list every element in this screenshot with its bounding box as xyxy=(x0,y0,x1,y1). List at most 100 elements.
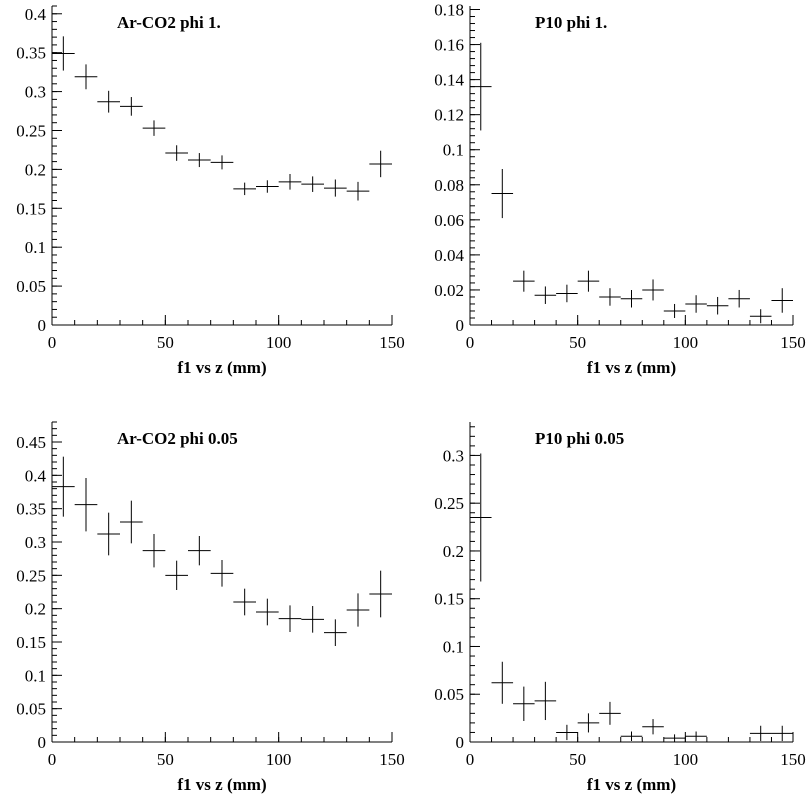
x-tick-label: 50 xyxy=(157,333,174,352)
data-point xyxy=(97,512,120,556)
y-tick-label: 0.05 xyxy=(434,685,464,704)
panel-p10-phi-005: 0 0.05 0.1 0.15 0.2 0.25 0.3 0 50 100 150 f1 vs z (… xyxy=(434,422,806,794)
x-tick-label: 150 xyxy=(379,750,405,769)
x-axis-title: f1 vs z (mm) xyxy=(587,775,676,794)
x-tick-label: 50 xyxy=(569,333,586,352)
y-tick-label: 0 xyxy=(38,733,47,752)
data-point xyxy=(749,725,772,742)
y-tick-label: 0.16 xyxy=(434,36,464,55)
y-tick-label: 0.35 xyxy=(16,500,46,519)
panel-arco2-phi-1: 0 0.05 0.1 0.15 0.2 0.25 0.3 0.35 0.4 0 50 100 150 f1… xyxy=(16,5,405,377)
data-point xyxy=(663,303,686,318)
y-tick-label: 0 xyxy=(456,316,465,335)
y-tick-label: 0.1 xyxy=(443,141,464,160)
data-point xyxy=(324,619,347,646)
data-point xyxy=(470,42,492,131)
x-tick-label: 150 xyxy=(780,333,806,352)
data-point xyxy=(706,296,729,315)
data-point xyxy=(74,478,98,532)
x-tick-label: 0 xyxy=(466,333,475,352)
data-point xyxy=(346,593,370,627)
data-point xyxy=(210,560,234,587)
data-point xyxy=(556,724,578,741)
data-point xyxy=(513,270,535,292)
x-tick-label: 50 xyxy=(157,750,174,769)
data-point xyxy=(120,500,143,544)
x-tick-label: 100 xyxy=(673,750,699,769)
y-tick-label: 0.05 xyxy=(16,700,46,719)
data-point xyxy=(771,725,793,742)
data-point xyxy=(642,719,664,735)
data-point xyxy=(620,731,643,742)
data-point xyxy=(663,734,686,742)
data-point xyxy=(74,64,98,90)
y-tick-label: 0.1 xyxy=(25,666,46,685)
x-tick-label: 100 xyxy=(673,333,699,352)
x-tick-label: 50 xyxy=(569,750,586,769)
y-tick-label: 0 xyxy=(456,733,465,752)
x-tick-label: 0 xyxy=(48,750,57,769)
y-tick-label: 0.15 xyxy=(434,590,464,609)
panel-title: Ar-CO2 phi 1. xyxy=(117,13,221,32)
data-point xyxy=(97,90,120,113)
data-point xyxy=(728,289,750,308)
data-point xyxy=(771,288,793,313)
y-tick-label: 0 xyxy=(38,316,47,335)
data-point xyxy=(278,605,302,632)
data-point xyxy=(642,279,664,301)
data-point xyxy=(165,145,188,161)
data-point xyxy=(556,284,578,303)
data-point xyxy=(534,286,557,304)
x-tick-label: 0 xyxy=(466,750,475,769)
data-point xyxy=(534,681,557,721)
y-tick-label: 0.25 xyxy=(434,494,464,513)
data-point xyxy=(120,97,143,116)
y-tick-label: 0.4 xyxy=(25,5,47,24)
data-point xyxy=(165,560,188,590)
x-axis-title: f1 vs z (mm) xyxy=(177,358,266,377)
y-tick-label: 0.06 xyxy=(434,211,464,230)
data-point xyxy=(577,713,600,733)
y-tick-label: 0.3 xyxy=(25,83,46,102)
panel-title: P10 phi 0.05 xyxy=(535,429,624,448)
data-point xyxy=(256,598,279,626)
data-point xyxy=(685,295,707,313)
data-point xyxy=(52,36,75,71)
y-tick-label: 0.15 xyxy=(16,199,46,218)
data-point xyxy=(470,453,492,582)
data-point xyxy=(142,120,166,136)
y-tick-label: 0.45 xyxy=(16,433,46,452)
data-point xyxy=(301,606,324,633)
panel-title: Ar-CO2 phi 0.05 xyxy=(117,429,238,448)
data-point xyxy=(369,150,392,178)
data-point xyxy=(577,270,600,292)
panel-title: P10 phi 1. xyxy=(535,13,607,32)
data-point xyxy=(233,182,256,196)
data-point xyxy=(749,309,772,324)
data-point xyxy=(685,731,707,742)
data-point xyxy=(278,174,302,190)
y-tick-label: 0.3 xyxy=(25,533,46,552)
x-axis-title: f1 vs z (mm) xyxy=(177,775,266,794)
x-tick-label: 150 xyxy=(780,750,806,769)
y-tick-label: 0.12 xyxy=(434,106,464,125)
y-tick-label: 0.2 xyxy=(25,600,46,619)
y-tick-label: 0.14 xyxy=(434,71,464,90)
y-tick-label: 0.18 xyxy=(434,1,464,20)
data-point xyxy=(52,456,75,517)
y-tick-label: 0.1 xyxy=(25,238,46,257)
data-point xyxy=(513,686,535,721)
data-point xyxy=(324,179,347,197)
data-point xyxy=(599,288,621,306)
y-tick-label: 0.25 xyxy=(16,121,46,140)
y-tick-label: 0.3 xyxy=(443,446,464,465)
data-point xyxy=(346,181,370,201)
data-point xyxy=(599,701,621,725)
x-axis-title: f1 vs z (mm) xyxy=(587,358,676,377)
data-point xyxy=(142,534,166,568)
y-tick-label: 0.1 xyxy=(443,637,464,656)
x-tick-label: 0 xyxy=(48,333,57,352)
data-point xyxy=(188,153,211,168)
x-tick-label: 100 xyxy=(266,750,292,769)
